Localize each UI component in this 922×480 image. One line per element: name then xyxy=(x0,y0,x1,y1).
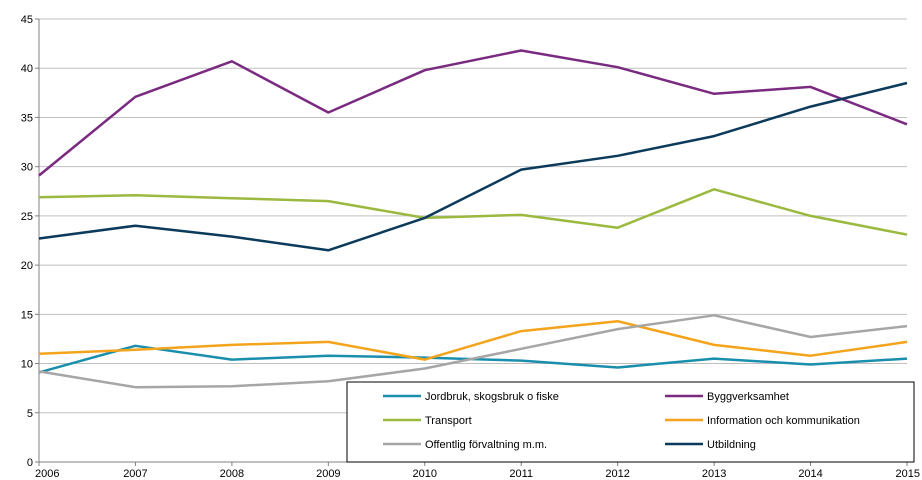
x-tick-label: 2006 xyxy=(35,468,59,480)
y-tick-label: 35 xyxy=(21,112,33,124)
legend-label-1: Jordbruk, skogsbruk o fiske xyxy=(425,391,559,403)
x-tick-label: 2012 xyxy=(605,468,629,480)
legend-label-5: Offentlig förvaltning m.m. xyxy=(425,439,547,451)
series-line-6 xyxy=(38,81,908,252)
legend-label-6: Utbildning xyxy=(707,439,756,451)
series-line-5 xyxy=(38,314,908,389)
legend-box xyxy=(346,381,915,463)
y-tick-label: 45 xyxy=(21,14,33,26)
y-tick-label: 15 xyxy=(21,309,33,321)
series-line-2 xyxy=(38,49,908,177)
y-tick-label: 20 xyxy=(21,260,33,272)
y-tick-label: 30 xyxy=(21,162,33,174)
x-axis-ticks: 2006 2007 2008 2009 2010 2011 2012 2013 2014 2015 xyxy=(35,462,920,480)
series-line-3 xyxy=(38,188,908,236)
x-tick-label: 2011 xyxy=(509,468,533,480)
y-tick-label: 40 xyxy=(21,63,33,75)
x-tick-label: 2007 xyxy=(123,468,147,480)
x-tick-label: 2009 xyxy=(316,468,340,480)
legend-label-3: Transport xyxy=(425,415,472,427)
x-tick-label: 2015 xyxy=(896,468,920,480)
y-tick-label: 25 xyxy=(21,211,33,223)
series-line-4 xyxy=(38,319,908,361)
legend-label-4: Information och kommunikation xyxy=(707,415,860,427)
x-tick-label: 2014 xyxy=(798,468,822,480)
y-tick-label: 10 xyxy=(21,359,33,371)
x-tick-label: 2013 xyxy=(702,468,726,480)
legend: Jordbruk, skogsbruk o fiske Byggverksamhe… xyxy=(346,381,915,463)
y-tick-label: 0 xyxy=(27,457,33,469)
y-axis-ticks: 0 5 10 15 20 25 30 35 40 45 xyxy=(21,14,39,469)
x-tick-label: 2008 xyxy=(220,468,244,480)
legend-label-2: Byggverksamhet xyxy=(707,391,789,403)
series-lines xyxy=(38,49,908,389)
y-tick-label: 5 xyxy=(27,408,33,420)
x-tick-label: 2010 xyxy=(413,468,437,480)
